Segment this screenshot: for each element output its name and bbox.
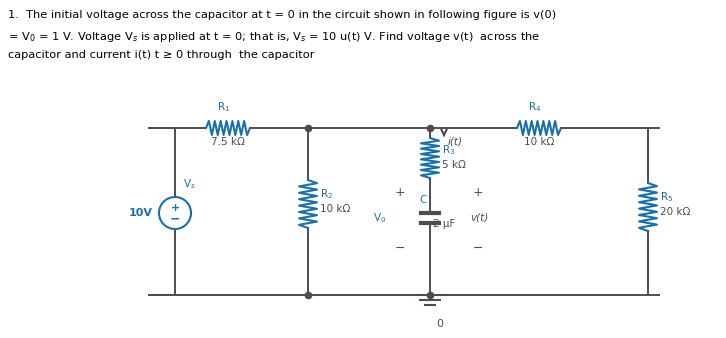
Text: 10 kΩ: 10 kΩ — [524, 137, 554, 147]
Text: R$_3$: R$_3$ — [442, 143, 455, 157]
Text: = V$_0$ = 1 V. Voltage V$_s$ is applied at t = 0; that is, V$_s$ = 10 u(t) V. Fi: = V$_0$ = 1 V. Voltage V$_s$ is applied … — [8, 30, 540, 44]
Text: capacitor and current i(t) t ≥ 0 through  the capacitor: capacitor and current i(t) t ≥ 0 through… — [8, 50, 314, 60]
Text: 7.5 kΩ: 7.5 kΩ — [211, 137, 245, 147]
Text: V$_0$: V$_0$ — [372, 211, 386, 225]
Text: 1.  The initial voltage across the capacitor at t = 0 in the circuit shown in fo: 1. The initial voltage across the capaci… — [8, 10, 556, 20]
Text: −: − — [170, 213, 180, 225]
Text: 10V: 10V — [129, 208, 153, 218]
Text: 2 μF: 2 μF — [433, 219, 455, 229]
Text: 5 kΩ: 5 kΩ — [442, 160, 466, 170]
Text: R$_1$: R$_1$ — [217, 100, 231, 114]
Text: +: + — [395, 186, 405, 198]
Text: R$_4$: R$_4$ — [529, 100, 542, 114]
Text: 20 kΩ: 20 kΩ — [660, 207, 690, 217]
Text: C: C — [420, 195, 427, 205]
Text: 0: 0 — [436, 319, 443, 329]
Text: R$_2$: R$_2$ — [320, 187, 333, 201]
Text: +: + — [171, 203, 179, 213]
Text: 10 kΩ: 10 kΩ — [320, 204, 351, 214]
Text: V$_s$: V$_s$ — [183, 177, 196, 191]
Text: −: − — [473, 241, 484, 255]
Text: R$_5$: R$_5$ — [660, 190, 673, 204]
Text: −: − — [395, 241, 405, 255]
Text: +: + — [473, 186, 484, 198]
Text: i(t): i(t) — [448, 136, 463, 146]
Text: v(t): v(t) — [470, 213, 489, 223]
